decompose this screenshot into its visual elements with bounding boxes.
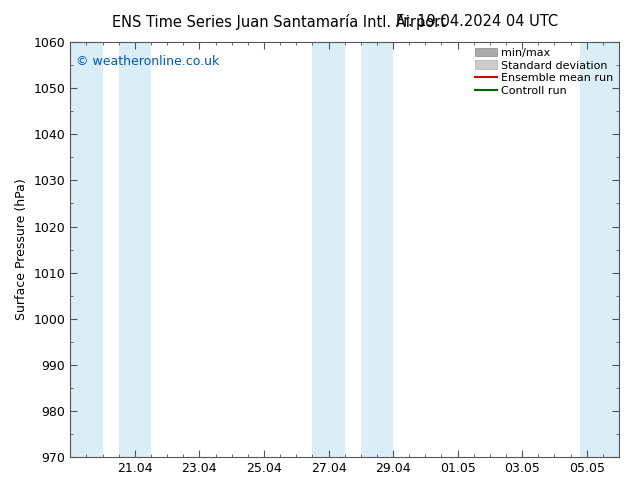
Bar <box>313 42 345 457</box>
Y-axis label: Surface Pressure (hPa): Surface Pressure (hPa) <box>15 179 28 320</box>
Text: © weatheronline.co.uk: © weatheronline.co.uk <box>76 54 219 68</box>
Bar <box>70 42 103 457</box>
Bar <box>361 42 393 457</box>
Text: Fr. 19.04.2024 04 UTC: Fr. 19.04.2024 04 UTC <box>396 14 558 29</box>
Text: ENS Time Series Juan Santamaría Intl. Airport: ENS Time Series Juan Santamaría Intl. Ai… <box>112 14 446 30</box>
Legend: min/max, Standard deviation, Ensemble mean run, Controll run: min/max, Standard deviation, Ensemble me… <box>472 46 616 98</box>
Bar <box>580 42 619 457</box>
Bar <box>119 42 151 457</box>
